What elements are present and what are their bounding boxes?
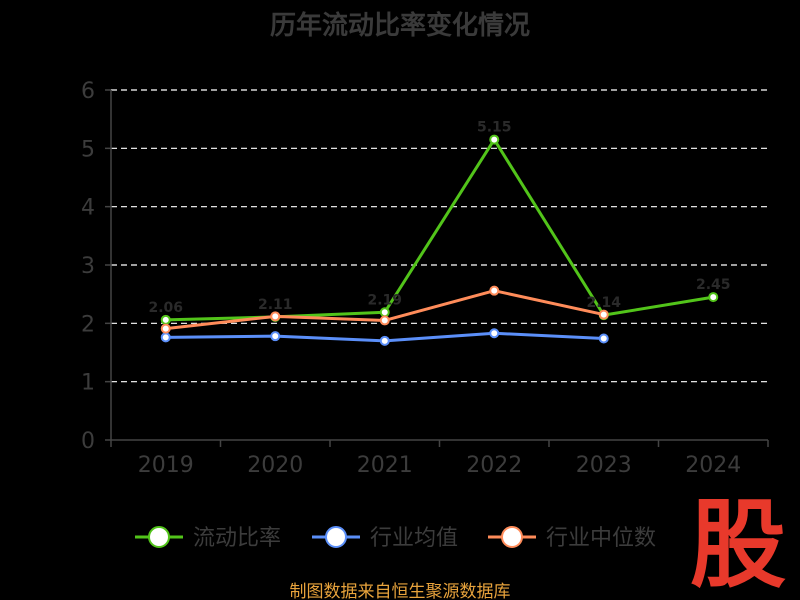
data-point — [270, 311, 281, 322]
x-tick-label: 2020 — [247, 453, 303, 478]
series-1 — [160, 328, 609, 346]
axes — [110, 90, 769, 447]
data-label: 2.06 — [148, 300, 183, 316]
x-tick-label: 2021 — [357, 453, 413, 478]
y-tick-label: 4 — [81, 196, 95, 221]
data-point — [379, 307, 390, 318]
legend-label: 流动比率 — [193, 526, 281, 551]
y-tick-label: 2 — [81, 312, 95, 337]
x-tick-label: 2023 — [576, 453, 632, 478]
legend-item-0: 流动比率 — [135, 526, 281, 551]
data-point — [160, 314, 171, 325]
x-tick-label: 2022 — [466, 453, 522, 478]
data-label: 2.14 — [586, 295, 621, 311]
legend-marker — [501, 526, 523, 548]
y-tick-label: 0 — [81, 429, 95, 454]
x-tick-label: 2019 — [138, 453, 194, 478]
data-point — [160, 323, 171, 334]
legend-item-1: 行业均值 — [312, 526, 458, 551]
data-point — [598, 333, 609, 344]
data-point — [598, 309, 609, 320]
y-tick-label: 5 — [81, 137, 95, 162]
data-point — [160, 332, 171, 343]
data-label: 5.15 — [477, 120, 512, 136]
series-0: 2.06 2.11 2.19 5.15 2.14 2.45 — [148, 120, 731, 325]
x-tick-labels: 2019 2020 2021 2022 2023 2024 — [138, 453, 742, 478]
data-point — [379, 335, 390, 346]
data-label: 2.19 — [367, 292, 402, 308]
data-label: 2.11 — [258, 297, 293, 313]
data-point — [379, 315, 390, 326]
series-line — [165, 138, 714, 322]
series-lines: 2.06 2.11 2.19 5.15 2.14 2.45 — [148, 120, 731, 346]
data-point — [489, 285, 500, 296]
chart-title: 历年流动比率变化情况 — [270, 10, 530, 41]
data-point — [489, 328, 500, 339]
data-point — [708, 292, 719, 303]
legend-item-2: 行业中位数 — [488, 526, 656, 551]
data-point — [489, 134, 500, 145]
legend-label: 行业中位数 — [546, 526, 656, 551]
grid-lines — [105, 89, 768, 441]
legend-marker — [325, 526, 347, 548]
legend: 流动比率 行业均值 行业中位数 — [135, 526, 656, 551]
watermark-logo: 股 — [690, 489, 786, 600]
y-tick-labels: 0 1 2 3 4 5 6 — [81, 79, 95, 454]
data-point — [270, 331, 281, 342]
data-source-note: 制图数据来自恒生聚源数据库 — [290, 582, 511, 600]
legend-marker — [148, 526, 170, 548]
x-tick-label: 2024 — [685, 453, 741, 478]
series-2 — [160, 285, 609, 334]
y-tick-label: 1 — [81, 371, 95, 396]
y-tick-label: 3 — [81, 254, 95, 279]
y-tick-label: 6 — [81, 79, 95, 104]
data-label: 2.45 — [696, 277, 731, 293]
legend-label: 行业均值 — [370, 526, 458, 551]
